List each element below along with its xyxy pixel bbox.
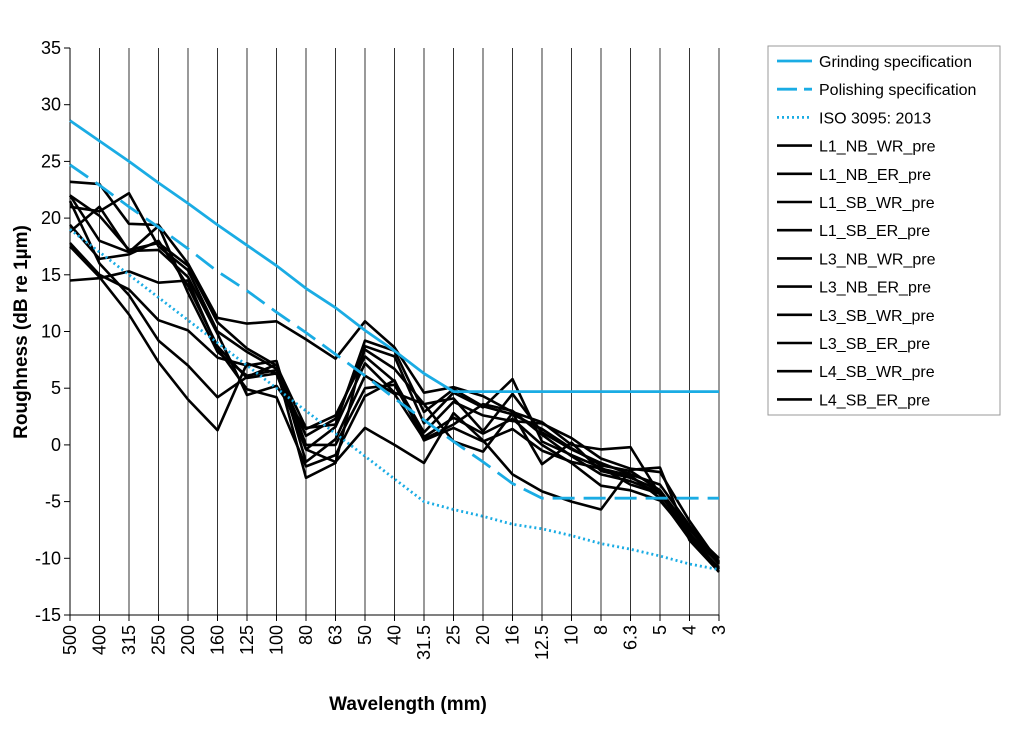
y-tick-label: -15 [35,605,61,625]
x-tick-label: 40 [385,625,405,645]
y-tick-label: 30 [41,95,61,115]
legend-label: L3_NB_ER_pre [819,280,931,297]
series-group [68,119,721,573]
series-line-l4-sb-wr-pre [68,200,720,570]
y-tick-label: -5 [45,492,61,512]
series-line-l3-sb-wr-pre [69,242,720,569]
x-axis-title: Wavelength (mm) [329,694,487,715]
x-tick-label: 315 [119,625,139,655]
x-tick-label: 3 [709,625,729,635]
series-line-iso-3095-2013 [69,228,720,571]
y-axis-title: Roughness (dB re 1µm) [11,225,32,439]
legend-label: L1_NB_ER_pre [819,167,931,184]
axes [64,47,720,621]
y-tick-label: 35 [41,38,61,58]
x-tick-label: 16 [503,625,523,645]
x-tick-label: 63 [326,625,346,645]
legend-label: L1_SB_ER_pre [819,223,930,240]
series-line-l4-sb-er-pre [69,245,720,573]
x-tick-label: 50 [355,625,375,645]
series-line-polishing-specification [69,163,719,500]
x-tick-label: 100 [267,625,287,655]
legend-label: L1_SB_WR_pre [819,195,935,212]
legend-label: L4_SB_WR_pre [819,364,935,381]
legend-label: Polishing specification [819,82,976,99]
legend-label: L4_SB_ER_pre [819,392,930,409]
x-tick-label: 5 [650,625,670,635]
series-line-l3-sb-er-pre [69,270,720,573]
legend-label: Grinding specification [819,54,972,71]
y-tick-label: 0 [51,435,61,455]
legend-label: L3_NB_WR_pre [819,251,936,268]
legend-label: L3_SB_WR_pre [819,308,935,325]
x-tick-label: 500 [60,625,80,655]
x-tick-label: 125 [237,625,257,655]
y-tick-label: 5 [51,378,61,398]
series-line-grinding-specification [69,119,719,394]
x-tick-label: 12.5 [532,625,552,660]
legend: Grinding specification Polishing specific… [767,45,1001,416]
x-tick-label: 200 [178,625,198,655]
x-tick-label: 20 [473,625,493,645]
legend-label: L1_NB_WR_pre [819,139,936,156]
legend-label: L3_SB_ER_pre [819,336,930,353]
y-tick-label: 15 [41,265,61,285]
x-tick-label: 250 [149,625,169,655]
x-tick-label: 25 [444,625,464,645]
y-tick-label: -10 [35,548,61,568]
grid [99,48,720,615]
x-tick-label: 31.5 [414,625,434,660]
y-tick-label: 20 [41,208,61,228]
x-tick-label: 160 [208,625,228,655]
x-tick-label: 6.3 [621,625,641,650]
x-tick-label: 10 [562,625,582,645]
series-line-l1-nb-wr-pre [69,180,720,560]
legend-label: ISO 3095: 2013 [819,110,931,127]
x-tick-label: 80 [296,625,316,645]
y-tick-label: 25 [41,151,61,171]
x-tick-label: 400 [90,625,110,655]
y-tick-label: 10 [41,322,61,342]
x-tick-label: 8 [591,625,611,635]
x-tick-label: 4 [680,625,700,635]
